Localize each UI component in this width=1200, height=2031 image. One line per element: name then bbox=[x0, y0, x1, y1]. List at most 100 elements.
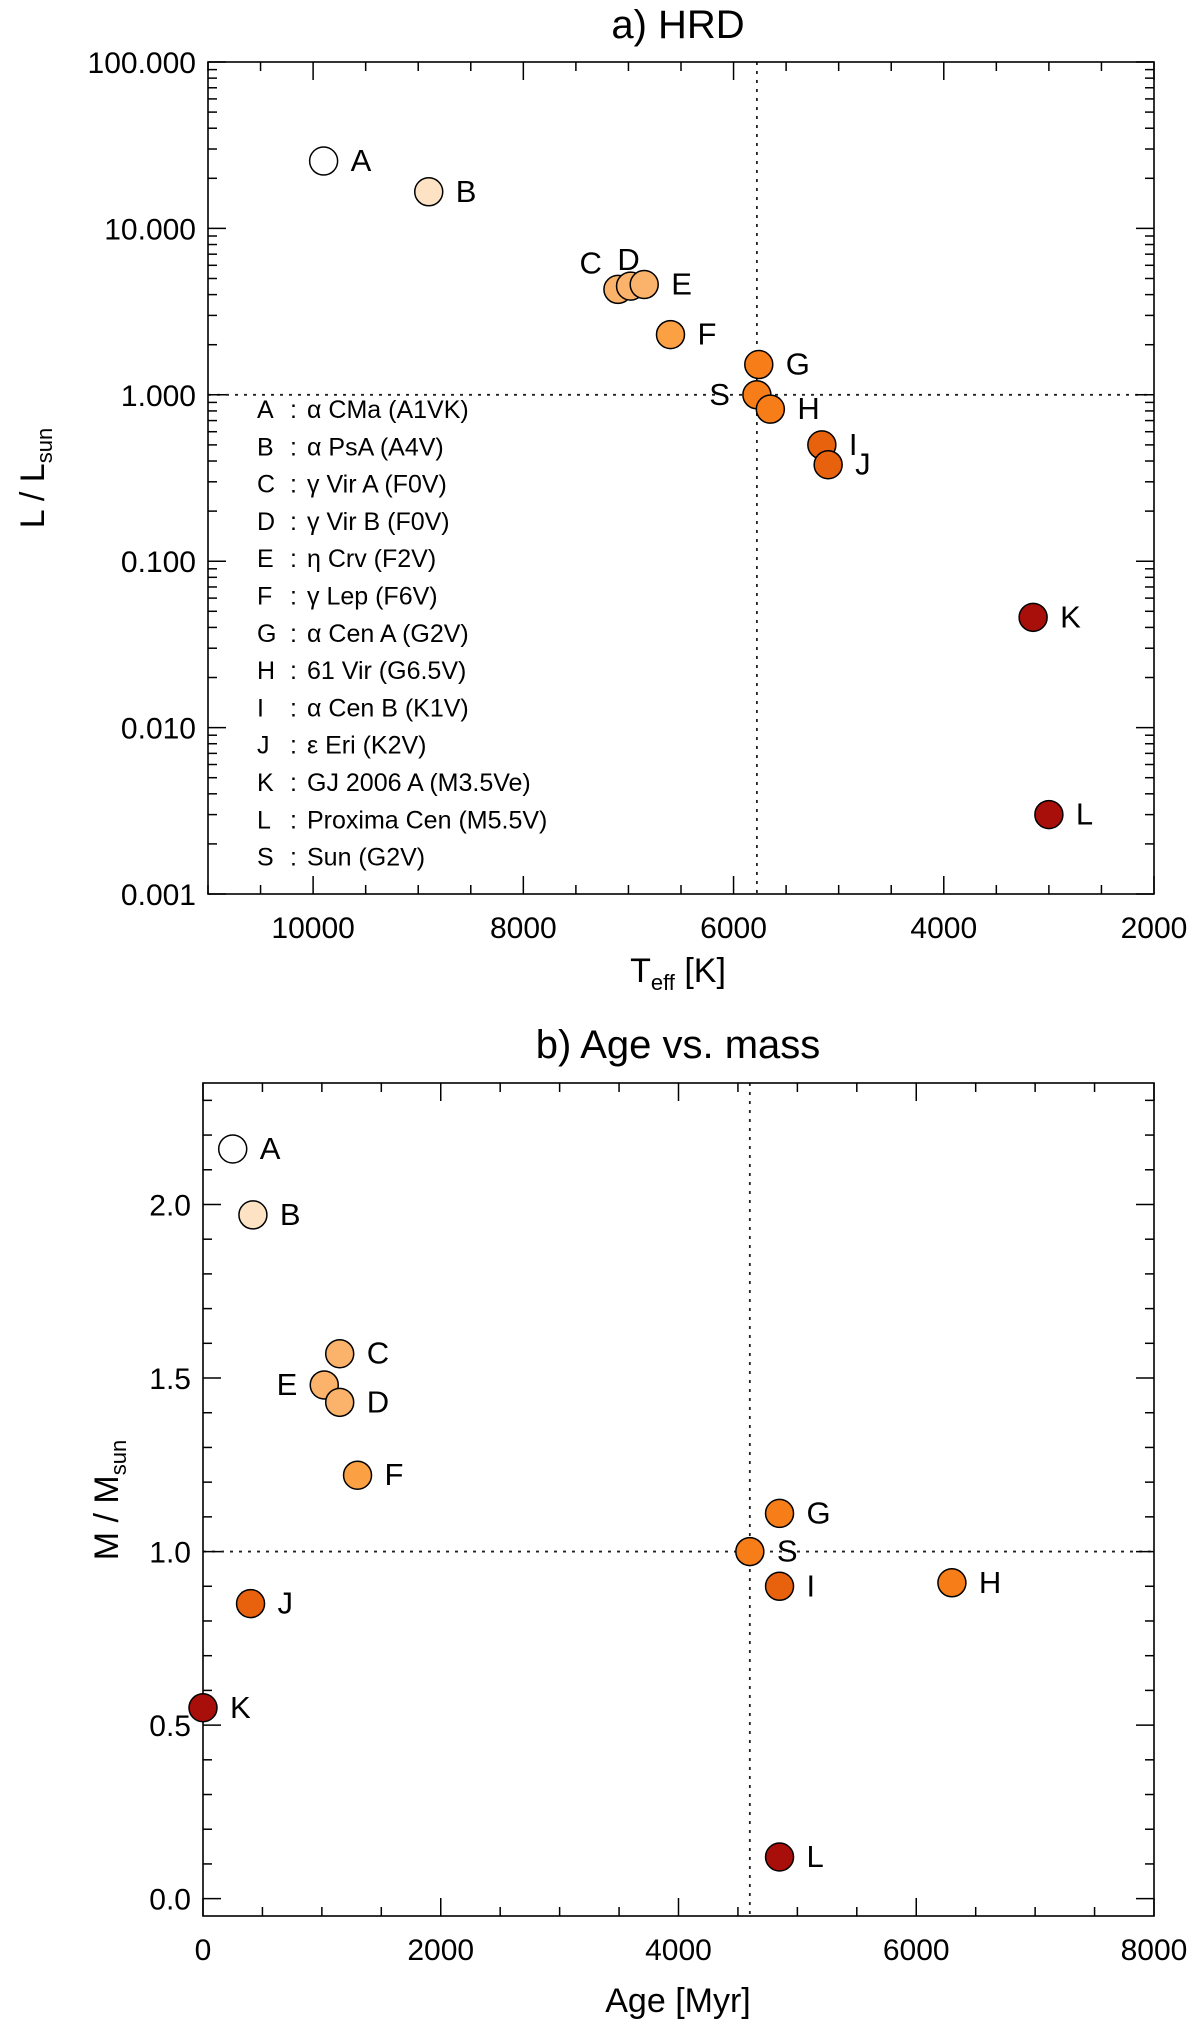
data-point-l bbox=[1034, 799, 1064, 830]
point-label-g: G bbox=[807, 1495, 831, 1530]
y-tick-label: 1.5 bbox=[149, 1363, 191, 1396]
data-point-e bbox=[629, 269, 659, 300]
hrd-plot-frame bbox=[207, 61, 1155, 895]
legend-key: B bbox=[257, 433, 274, 461]
legend-key: A bbox=[257, 396, 274, 424]
legend-colon: : bbox=[290, 433, 297, 461]
x-tick-label: 8000 bbox=[490, 912, 557, 945]
legend-key: K bbox=[257, 769, 274, 797]
legend-key: H bbox=[257, 657, 275, 685]
point-label-l: L bbox=[807, 1839, 824, 1874]
age-mass-tick-labels: 0 2000 4000 6000 8000 0.0 0.5 1.0 1.5 2.0 bbox=[149, 1189, 1187, 1967]
legend-entry: K: GJ 2006 A (M3.5Ve) bbox=[257, 769, 531, 797]
legend-colon: : bbox=[290, 657, 297, 685]
legend-colon: : bbox=[290, 508, 297, 536]
y-tick-label: 10.000 bbox=[104, 213, 196, 246]
hrd-tick-labels: 10000 8000 6000 4000 2000 0.001 0.010 0.100 1.00… bbox=[88, 47, 1188, 945]
legend-entry: L: Proxima Cen (M5.5V) bbox=[257, 806, 547, 834]
point-label-e: E bbox=[671, 267, 692, 302]
y-tick-label: 0.001 bbox=[121, 879, 196, 912]
point-label-e: E bbox=[277, 1367, 298, 1402]
point-label-g: G bbox=[786, 347, 810, 382]
data-point-c bbox=[324, 1338, 355, 1369]
legend-key: G bbox=[257, 620, 276, 648]
legend-text: Vir A (F0V) bbox=[320, 471, 447, 499]
data-point-h bbox=[755, 394, 786, 424]
data-point-s bbox=[735, 1536, 765, 1567]
legend-text: Eri (K2V) bbox=[318, 732, 426, 760]
legend-entry: S: Sun (G2V) bbox=[257, 844, 425, 872]
legend-text: Crv (F2V) bbox=[321, 545, 436, 573]
point-label-b: B bbox=[456, 174, 477, 209]
point-label-c: C bbox=[367, 1336, 389, 1371]
legend-text: 61 Vir (G6.5V) bbox=[307, 657, 466, 685]
legend-star-name: γ Vir B (F0V) bbox=[307, 508, 450, 536]
point-label-k: K bbox=[230, 1690, 251, 1725]
point-label-j: J bbox=[855, 447, 871, 482]
legend-greek-letter: ε bbox=[307, 732, 318, 760]
legend-key: D bbox=[257, 508, 275, 536]
age-mass-chart-title: b) Age vs. mass bbox=[536, 1023, 821, 1067]
point-label-i: I bbox=[849, 427, 858, 462]
legend-colon: : bbox=[290, 806, 297, 834]
legend-star-name: η Crv (F2V) bbox=[307, 545, 436, 573]
point-label-f: F bbox=[385, 1457, 404, 1492]
hrd-chart: a) HRD 10000 8000 6000 4000 2000 0.001 0.010 0.… bbox=[14, 3, 1187, 995]
age-mass-x-axis-label: Age [Myr] bbox=[605, 1982, 750, 2020]
data-point-k bbox=[1018, 602, 1048, 633]
data-point-b bbox=[413, 177, 444, 207]
legend-greek-letter: γ bbox=[307, 508, 320, 536]
legend-entry: A: α CMa (A1VK) bbox=[257, 396, 469, 424]
legend-entry: F: γ Lep (F6V) bbox=[257, 583, 438, 611]
legend-colon: : bbox=[290, 620, 297, 648]
data-point-h bbox=[937, 1568, 967, 1598]
x-tick-label: 2000 bbox=[407, 1934, 474, 1967]
legend-star-name: Sun (G2V) bbox=[307, 844, 425, 872]
legend-entry: I: α Cen B (K1V) bbox=[257, 694, 469, 722]
legend-key: I bbox=[257, 694, 264, 722]
age-mass-chart: b) Age vs. mass 0 2000 4000 6000 8000 0.0 0.5 1… bbox=[88, 1023, 1187, 2020]
legend-entry: H:61 Vir (G6.5V) bbox=[257, 657, 466, 685]
age-mass-plot-frame bbox=[202, 1082, 1155, 1917]
y-tick-label: 0.100 bbox=[121, 546, 196, 579]
x-tick-label: 4000 bbox=[910, 912, 977, 945]
point-label-c: C bbox=[580, 245, 602, 280]
point-label-k: K bbox=[1060, 599, 1081, 634]
age-mass-data-points: AB C E D F GSI H J K L bbox=[188, 1131, 1001, 1874]
legend-star-name: Proxima Cen (M5.5V) bbox=[307, 806, 547, 834]
y-tick-label: 0.0 bbox=[149, 1884, 191, 1917]
legend-star-name: α Cen A (G2V) bbox=[307, 620, 469, 648]
data-point-g bbox=[764, 1498, 795, 1529]
point-label-h: H bbox=[797, 391, 819, 426]
legend-text: Vir B (F0V) bbox=[320, 508, 450, 536]
legend-star-name: γ Vir A (F0V) bbox=[307, 471, 447, 499]
legend-key: S bbox=[257, 844, 274, 872]
legend-star-name: α CMa (A1VK) bbox=[307, 396, 469, 424]
hrd-chart-title: a) HRD bbox=[611, 3, 744, 47]
legend-key: F bbox=[257, 583, 272, 611]
x-tick-label: 4000 bbox=[645, 1934, 712, 1967]
legend-star-name: γ Lep (F6V) bbox=[307, 583, 438, 611]
hrd-y-axis-label: L / Lsun bbox=[14, 428, 57, 528]
legend-text: Sun (G2V) bbox=[307, 844, 425, 872]
legend-text: Cen A (G2V) bbox=[321, 620, 468, 648]
y-tick-label: 2.0 bbox=[149, 1189, 191, 1222]
legend-entry: E: η Crv (F2V) bbox=[257, 545, 436, 573]
legend-key: J bbox=[257, 732, 270, 760]
point-label-d: D bbox=[617, 242, 639, 277]
legend-colon: : bbox=[290, 545, 297, 573]
legend-key: C bbox=[257, 471, 275, 499]
legend-star-name: α Cen B (K1V) bbox=[307, 694, 469, 722]
hrd-data-points: A B C DEF G S HIJ K L bbox=[308, 143, 1093, 832]
legend-key: E bbox=[257, 545, 274, 573]
legend-star-name: ε Eri (K2V) bbox=[307, 732, 427, 760]
legend-star-name: 61 Vir (G6.5V) bbox=[307, 657, 466, 685]
point-label-a: A bbox=[260, 1131, 281, 1166]
legend-greek-letter: α bbox=[307, 620, 321, 648]
legend-key: L bbox=[257, 806, 271, 834]
data-point-j bbox=[813, 449, 843, 480]
data-point-k bbox=[188, 1693, 218, 1723]
legend-text: GJ 2006 A (M3.5Ve) bbox=[307, 769, 531, 797]
x-tick-label: 2000 bbox=[1121, 912, 1188, 945]
point-label-a: A bbox=[351, 143, 372, 178]
